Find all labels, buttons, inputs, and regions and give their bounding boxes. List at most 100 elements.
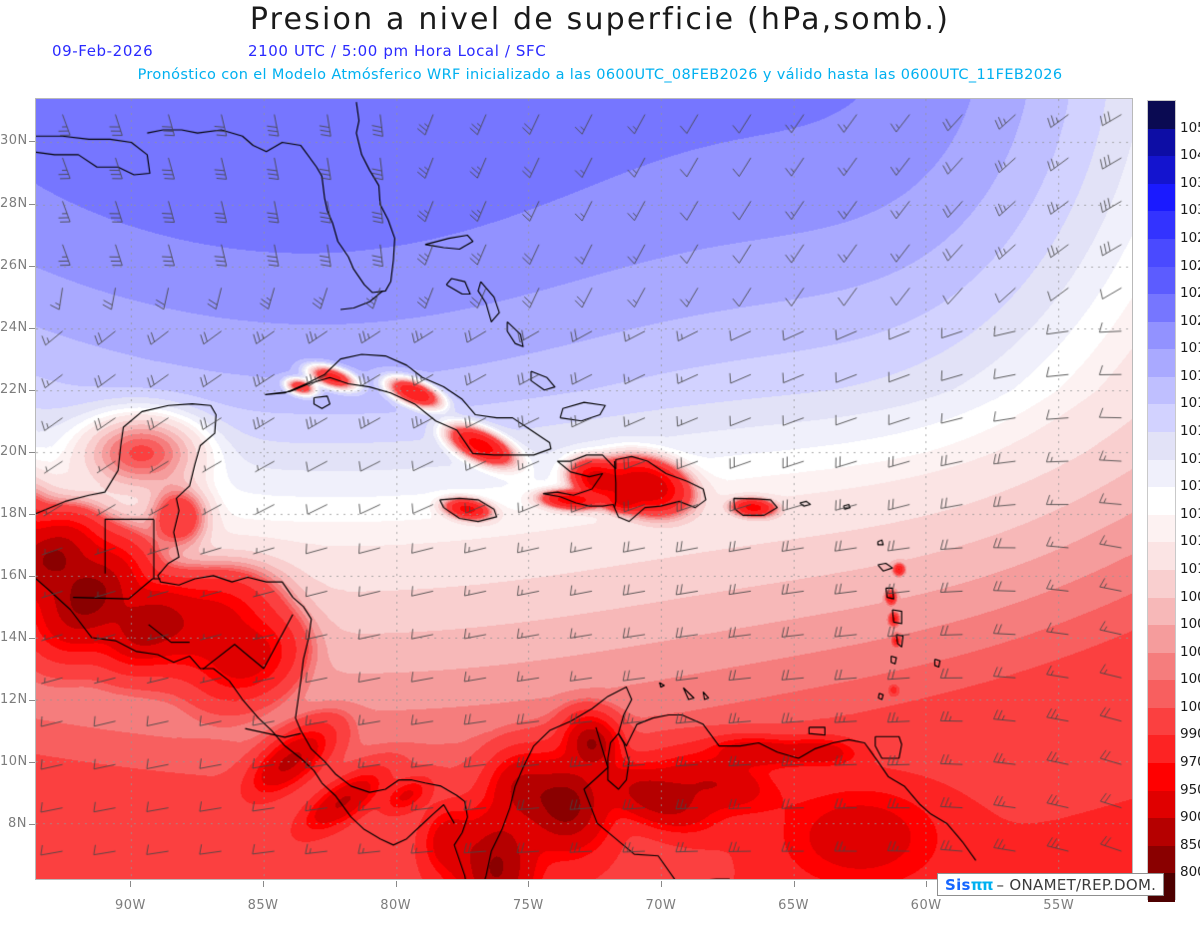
colorbar-band	[1148, 735, 1175, 764]
colorbar-tick-label: 1006	[1180, 616, 1200, 633]
colorbar-tick-label: 1030	[1180, 202, 1200, 219]
colorbar-band	[1148, 183, 1175, 212]
lat-tick	[29, 762, 35, 764]
lon-tick-label: 90W	[115, 898, 146, 913]
colorbar-tick-label: 1035	[1180, 174, 1200, 191]
colorbar-band	[1148, 404, 1175, 433]
lon-tick	[926, 881, 928, 887]
colorbar-band	[1148, 680, 1175, 709]
colorbar-band	[1148, 790, 1175, 819]
colorbar-tick-label: 1025	[1180, 257, 1200, 274]
lon-tick	[395, 881, 397, 887]
lat-tick	[29, 700, 35, 702]
colorbar-band	[1148, 376, 1175, 406]
colorbar-band	[1148, 459, 1175, 488]
page-title: Presion a nivel de superficie (hPa,somb.…	[249, 2, 951, 37]
colorbar-tick-label: 1015	[1180, 450, 1200, 467]
lat-tick-label: 14N	[0, 629, 28, 645]
colorbar-band	[1148, 542, 1175, 571]
lat-tick-label: 8N	[8, 816, 27, 832]
colorbar-tick-label: 800	[1180, 864, 1200, 881]
pressure-shaded-map[interactable]	[36, 99, 1132, 879]
colorbar-tick-label: 1008	[1180, 588, 1200, 605]
lat-tick	[29, 451, 35, 453]
colorbar-tick-label: 970	[1180, 754, 1200, 771]
colorbar-band	[1148, 238, 1175, 268]
lon-tick-label: 75W	[512, 898, 544, 913]
lat-tick-label: 18N	[0, 505, 28, 521]
colorbar-tick-label: 990	[1180, 726, 1200, 743]
lon-tick-label: 60W	[910, 898, 942, 913]
colorbar-band	[1148, 101, 1175, 130]
lat-tick-label: 26N	[0, 257, 28, 273]
colorbar-band	[1148, 432, 1175, 461]
lon-tick	[528, 881, 530, 887]
lat-tick-label: 20N	[0, 443, 28, 459]
lon-tick-label: 55W	[1043, 898, 1075, 913]
colorbar-band	[1148, 763, 1175, 792]
colorbar-band	[1148, 652, 1175, 681]
colorbar-tick-label: 1012	[1180, 533, 1200, 550]
colorbar-band	[1148, 707, 1175, 737]
lat-tick-label: 24N	[0, 319, 28, 335]
lat-tick	[29, 141, 35, 143]
lon-tick-label: 65W	[778, 898, 809, 913]
lat-tick-label: 12N	[0, 692, 28, 708]
lat-tick-label: 28N	[0, 195, 28, 211]
colorbar-band	[1148, 156, 1175, 185]
colorbar-tick-label: 1000	[1180, 698, 1200, 715]
lon-tick-label: 80W	[380, 898, 412, 913]
colorbar-tick-label: 1016	[1180, 423, 1200, 440]
colorbar-band	[1148, 845, 1175, 874]
colorbar-band	[1148, 128, 1175, 157]
colorbar-tick-label: 1004	[1180, 643, 1200, 660]
lon-tick	[660, 881, 662, 887]
watermark-brand: Sis	[945, 875, 971, 894]
lat-tick-label: 10N	[0, 754, 28, 770]
lon-tick	[1058, 881, 1060, 887]
provider-watermark: Sis ππ – ONAMET/REP.DOM.	[937, 873, 1165, 896]
colorbar-band	[1148, 487, 1175, 516]
colorbar-tick-label: 1019	[1180, 340, 1200, 357]
colorbar-tick-label: 900	[1180, 809, 1200, 826]
lon-tick	[130, 881, 132, 887]
colorbar-tick-label: 1022	[1180, 285, 1200, 302]
pressure-colorbar[interactable]	[1147, 100, 1176, 902]
colorbar-band	[1148, 569, 1175, 599]
colorbar-tick-label: 1020	[1180, 312, 1200, 329]
colorbar-tick-label: 1050	[1180, 119, 1200, 136]
colorbar-tick-label: 950	[1180, 781, 1200, 798]
watermark-agency: – ONAMET/REP.DOM.	[996, 875, 1157, 894]
colorbar-tick-label: 1018	[1180, 367, 1200, 384]
colorbar-tick-label: 850	[1180, 836, 1200, 853]
lat-tick	[29, 265, 35, 267]
forecast-time: 2100 UTC / 5:00 pm Hora Local / SFC	[248, 42, 547, 60]
lat-tick	[29, 637, 35, 639]
lat-tick-label: 30N	[0, 133, 28, 149]
lat-tick	[29, 327, 35, 329]
forecast-date: 09-Feb-2026	[52, 42, 154, 60]
colorbar-tick-label: 1017	[1180, 395, 1200, 412]
colorbar-band	[1148, 597, 1175, 626]
colorbar-band	[1148, 266, 1175, 295]
colorbar-band	[1148, 625, 1175, 654]
lon-tick-label: 85W	[247, 898, 279, 913]
colorbar-band	[1148, 211, 1175, 240]
map-panel[interactable]	[35, 98, 1133, 880]
colorbar-band	[1148, 349, 1175, 378]
colorbar-tick-label: 1013	[1180, 505, 1200, 522]
colorbar-band	[1148, 294, 1175, 323]
lat-tick-label: 22N	[0, 381, 28, 397]
lat-tick	[29, 389, 35, 391]
lat-tick	[29, 575, 35, 577]
lon-tick-label: 70W	[645, 898, 677, 913]
colorbar-band	[1148, 321, 1175, 350]
lat-tick	[29, 513, 35, 515]
colorbar-band	[1148, 514, 1175, 543]
lat-tick	[29, 203, 35, 205]
colorbar-tick-label: 1014	[1180, 478, 1200, 495]
lon-tick	[793, 881, 795, 887]
lon-tick	[263, 881, 265, 887]
